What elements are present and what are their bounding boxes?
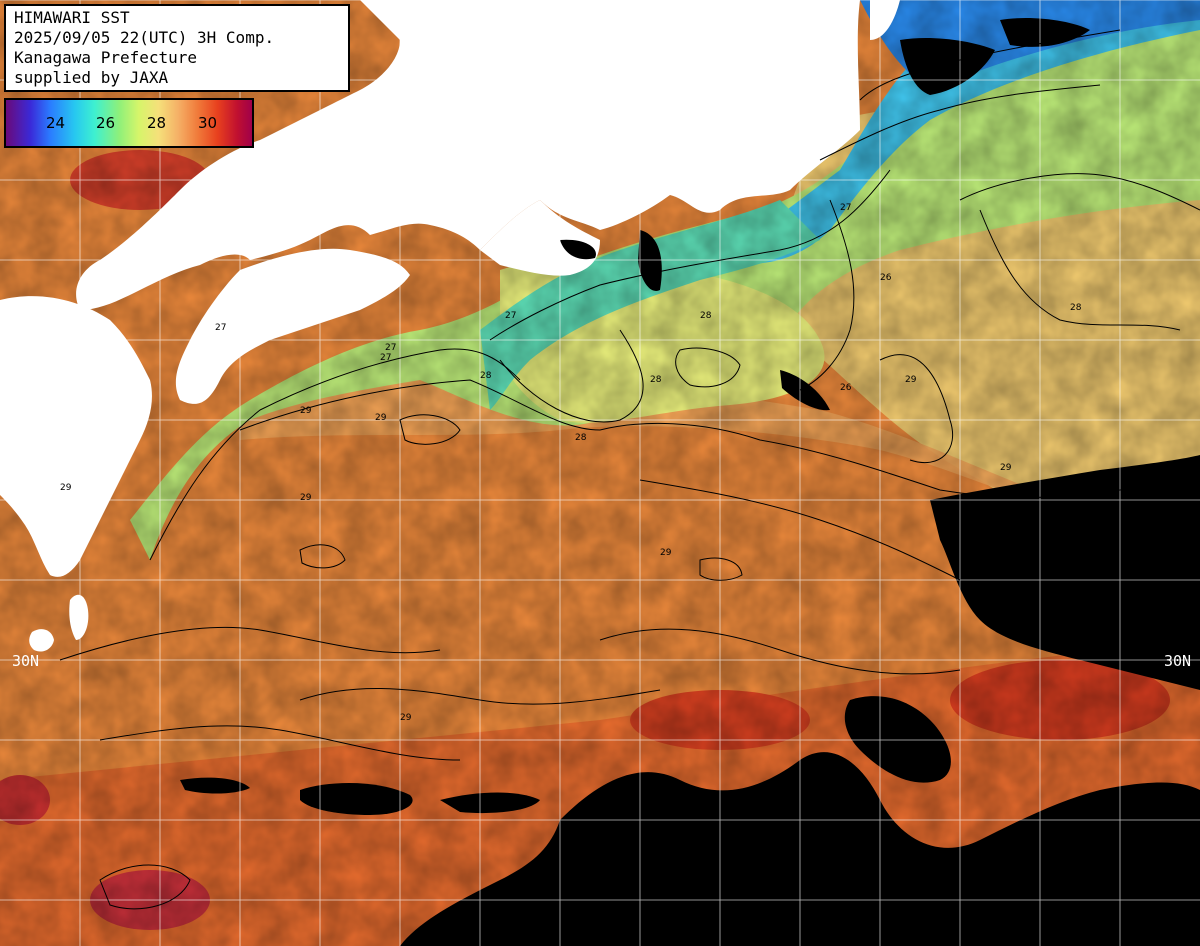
title-box: HIMAWARI SST 2025/09/05 22(UTC) 3H Comp.… xyxy=(4,4,350,92)
contour-label: 29 xyxy=(1000,463,1012,473)
contour-label: 28 xyxy=(575,433,587,443)
contour-labels: 27 28 29 26 28 27 28 29 28 27 29 29 28 2… xyxy=(60,203,1082,723)
contour-label: 28 xyxy=(650,375,662,385)
region-name: Kanagawa Prefecture xyxy=(14,48,198,67)
contour-label: 26 xyxy=(840,383,852,393)
contour-label: 29 xyxy=(300,493,312,503)
contour-label: 27 xyxy=(215,323,226,333)
contour-label: 27 xyxy=(385,343,396,353)
land-shikoku xyxy=(175,248,410,404)
legend-color-bar xyxy=(6,100,252,146)
latitude-label-left: 30N xyxy=(12,652,40,670)
isotherm-contours xyxy=(59,29,1200,910)
product-title: HIMAWARI SST xyxy=(14,8,130,27)
contour-label: 29 xyxy=(375,413,387,423)
longitude-label-top: 135E xyxy=(478,2,493,34)
latitude-label-right: 30N xyxy=(1164,652,1192,670)
land-yakushima xyxy=(29,629,54,652)
contour-label: 29 xyxy=(905,375,917,385)
data-credit: supplied by JAXA xyxy=(14,68,169,87)
contour-label: 28 xyxy=(480,371,492,381)
legend-labels: 24 26 28 30 xyxy=(6,114,252,134)
temperature-legend: 24 26 28 30 xyxy=(4,98,254,148)
legend-label: 28 xyxy=(147,114,167,132)
contour-label: 27 xyxy=(380,353,391,363)
contour-label: 27 xyxy=(505,311,516,321)
legend-label: 30 xyxy=(198,114,218,132)
contour-label: 29 xyxy=(400,713,412,723)
contour-label: 29 xyxy=(300,406,312,416)
land-peninsula-east xyxy=(870,0,900,40)
land-tanegashima xyxy=(69,594,89,640)
contour-label: 29 xyxy=(660,548,672,558)
legend-label: 26 xyxy=(96,114,116,132)
contour-label: 27 xyxy=(840,203,851,213)
contour-label: 26 xyxy=(880,273,892,283)
land-honshu-chugoku xyxy=(76,0,860,310)
contour-label: 28 xyxy=(1070,303,1082,313)
timestamp: 2025/09/05 22(UTC) 3H Comp. xyxy=(14,28,275,47)
contour-label: 29 xyxy=(60,483,72,493)
land-kii-peninsula xyxy=(480,200,600,276)
legend-label: 24 xyxy=(46,114,66,132)
contour-label: 28 xyxy=(700,311,712,321)
land-kyushu xyxy=(0,296,152,577)
